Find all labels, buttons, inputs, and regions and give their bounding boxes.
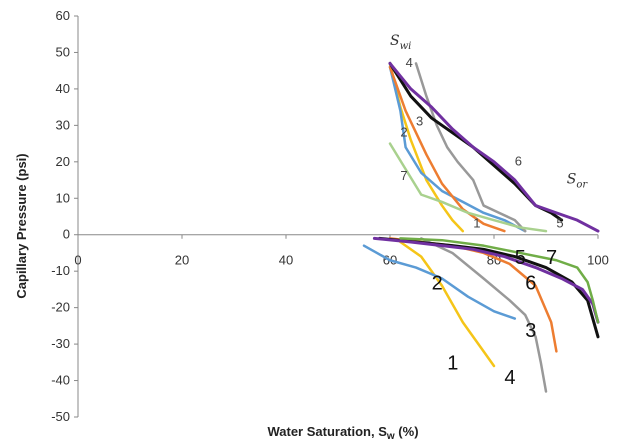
y-tick-label: 40	[56, 81, 70, 96]
y-tick-label: 0	[63, 227, 70, 242]
series-6-drainage-line	[388, 61, 600, 233]
y-tick-label: 50	[56, 44, 70, 59]
x-tick-label: 0	[74, 253, 81, 268]
curve-label-4: 4	[504, 367, 515, 389]
y-tick-label: -10	[51, 263, 70, 278]
annotation-s-wi: Swi	[390, 33, 411, 52]
series-6-imbibition-line	[372, 236, 600, 324]
curve-label-3: 3	[416, 113, 423, 128]
annotation-sub: wi	[400, 41, 412, 52]
series-2-drainage-line	[388, 65, 527, 233]
curve-label-3: 3	[525, 320, 536, 342]
x-axis-title-unit: (%)	[395, 424, 419, 439]
curve-label-5: 5	[556, 215, 563, 230]
y-axis-title: Capillary Pressure (psi)	[14, 153, 29, 298]
x-axis-title-sub: w	[386, 431, 395, 442]
x-tick-label: 20	[175, 253, 189, 268]
curve-label-4: 4	[406, 55, 413, 70]
x-axis-title: Water Saturation, Sw (%)	[267, 424, 418, 442]
y-tick-label: 30	[56, 117, 70, 132]
curve-label-6: 6	[525, 272, 536, 294]
curve-label-7: 7	[400, 168, 407, 183]
x-tick-label: 40	[279, 253, 293, 268]
annotation-s-or: Sor	[567, 172, 589, 191]
y-tick-label: 20	[56, 154, 70, 169]
curve-label-2: 2	[432, 272, 443, 294]
series-4-drainage-line	[414, 62, 527, 233]
x-axis-title-main: Water Saturation, S	[267, 424, 387, 439]
curve-label-6: 6	[515, 153, 522, 168]
y-tick-label: -20	[51, 300, 70, 315]
annotation-main: S	[390, 33, 400, 49]
annotation-sub: or	[576, 180, 588, 191]
y-tick-label: 60	[56, 8, 70, 23]
series-7-drainage-line	[388, 142, 548, 233]
y-tick-label: 10	[56, 190, 70, 205]
curves	[362, 61, 600, 393]
series-2-imbibition-line	[362, 244, 517, 320]
curve-label-5: 5	[515, 247, 526, 269]
y-tick-label: -40	[51, 373, 70, 388]
annotation-main: S	[567, 172, 577, 188]
y-tick-label: -50	[51, 409, 70, 424]
series-4-imbibition-line	[419, 237, 548, 393]
curve-label-2: 2	[400, 124, 407, 139]
series-1-imbibition-line	[399, 240, 496, 368]
y-tick-label: -30	[51, 336, 70, 351]
x-tick-label: 100	[587, 253, 609, 268]
curve-label-7: 7	[546, 247, 557, 269]
series-3-drainage-line	[388, 65, 506, 233]
curve-label-1: 1	[447, 353, 458, 375]
series-curve-7-imbibition-line	[399, 237, 600, 324]
series-5-drainage-line	[388, 61, 564, 222]
curve-label-1: 1	[473, 215, 480, 230]
